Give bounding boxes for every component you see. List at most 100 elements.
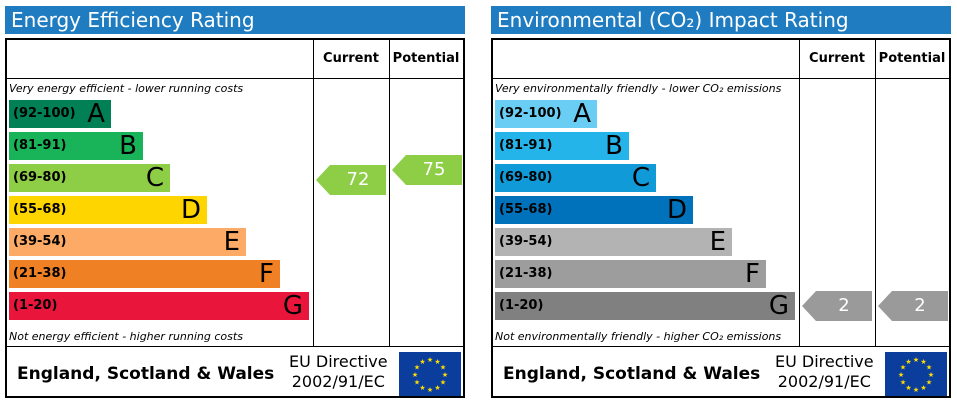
potential-rating-arrow: 2 <box>878 291 948 321</box>
potential-arrow-polygon <box>878 291 948 321</box>
eu-star: ★ <box>926 379 932 387</box>
rating-band-b: (81-91) B <box>9 132 143 160</box>
band-range: (81-91) <box>499 138 553 153</box>
rating-band-e: (39-54) E <box>9 228 246 256</box>
band-letter: B <box>605 131 623 161</box>
band-range: (21-38) <box>13 266 67 281</box>
current-arrow-shape <box>802 291 872 321</box>
band-letter: D <box>666 195 687 225</box>
current-rating-value: 72 <box>346 169 370 190</box>
band-letter: B <box>119 131 137 161</box>
rating-band-c: (69-80) C <box>495 164 656 192</box>
header-divider <box>313 78 463 79</box>
band-letter: F <box>745 259 760 289</box>
band-range: (81-91) <box>13 138 67 153</box>
energy-efficiency-panel: Energy Efficiency Rating Current Potential… <box>5 6 465 398</box>
band-letter: E <box>223 227 240 257</box>
band-range: (55-68) <box>499 202 553 217</box>
eu-star: ★ <box>926 364 932 372</box>
potential-rating-value: 2 <box>914 295 926 316</box>
eu-star: ★ <box>442 371 448 379</box>
eu-star: ★ <box>434 358 440 366</box>
band-range: (1-20) <box>499 298 544 313</box>
eu-star: ★ <box>900 379 906 387</box>
current-arrow-shape <box>316 165 386 195</box>
eu-star: ★ <box>905 358 911 366</box>
eu-star: ★ <box>920 358 926 366</box>
rating-band-e: (39-54) E <box>495 228 732 256</box>
rating-frame: Current Potential Very environmentally fri… <box>491 38 951 398</box>
column-divider <box>313 40 314 346</box>
band-range: (55-68) <box>13 202 67 217</box>
column-divider <box>875 40 876 346</box>
band-letter: C <box>631 163 650 193</box>
eu-star: ★ <box>440 364 446 372</box>
eu-directive: EU Directive 2002/91/EC <box>289 352 388 392</box>
eu-star: ★ <box>412 371 418 379</box>
rating-band-a: (92-100) A <box>495 100 597 128</box>
bottom-note: Not environmentally friendly - higher CO… <box>495 330 782 343</box>
band-range: (69-80) <box>13 170 67 185</box>
column-header-current: Current <box>323 51 379 66</box>
eu-directive-line1: EU Directive <box>775 352 874 371</box>
header-divider <box>493 78 799 79</box>
eu-star: ★ <box>419 358 425 366</box>
band-range: (39-54) <box>499 234 553 249</box>
column-divider <box>799 40 800 346</box>
rating-band-g: (1-20) G <box>9 292 309 320</box>
band-letter: A <box>573 99 591 129</box>
rating-band-d: (55-68) D <box>495 196 693 224</box>
band-range: (92-100) <box>499 106 562 121</box>
eu-flag-graphic: ★ ★★★★★★★★★★★ <box>399 352 461 396</box>
eu-star: ★ <box>414 379 420 387</box>
band-range: (92-100) <box>13 106 76 121</box>
eu-star: ★ <box>427 386 433 394</box>
rating-band-f: (21-38) F <box>495 260 766 288</box>
column-divider <box>389 40 390 346</box>
potential-arrow-shape <box>878 291 948 321</box>
potential-rating-value: 75 <box>422 159 446 180</box>
footer-region: England, Scotland & Wales <box>17 364 275 384</box>
column-header-potential: Potential <box>878 51 946 66</box>
eu-star: ★ <box>434 384 440 392</box>
band-letter: G <box>768 291 789 321</box>
potential-arrow-polygon <box>392 155 462 185</box>
rating-band-a: (92-100) A <box>9 100 111 128</box>
rating-band-b: (81-91) B <box>495 132 629 160</box>
top-note: Very energy efficient - lower running co… <box>9 82 244 95</box>
current-rating-arrow: 2 <box>802 291 872 321</box>
eu-star: ★ <box>913 356 919 364</box>
eu-directive-line1: EU Directive <box>289 352 388 371</box>
rating-band-g: (1-20) G <box>495 292 795 320</box>
eu-star: ★ <box>900 364 906 372</box>
eu-directive-line2: 2002/91/EC <box>291 372 385 391</box>
panel-title: Environmental (CO₂) Impact Rating <box>491 6 951 34</box>
eu-star: ★ <box>920 384 926 392</box>
panel-title: Energy Efficiency Rating <box>5 6 465 34</box>
band-range: (69-80) <box>499 170 553 185</box>
band-letter: G <box>282 291 303 321</box>
current-arrow-polygon <box>316 165 386 195</box>
band-range: (21-38) <box>499 266 553 281</box>
rating-band-c: (69-80) C <box>9 164 170 192</box>
current-rating-arrow: 72 <box>316 165 386 195</box>
eu-star: ★ <box>414 364 420 372</box>
environmental-impact-panel: Environmental (CO₂) Impact Rating Current… <box>491 6 951 398</box>
column-header-potential: Potential <box>392 51 460 66</box>
eu-star: ★ <box>898 371 904 379</box>
current-arrow-polygon <box>802 291 872 321</box>
potential-rating-arrow: 75 <box>392 155 462 185</box>
band-letter: D <box>180 195 201 225</box>
eu-star: ★ <box>928 371 934 379</box>
band-letter: E <box>709 227 726 257</box>
eu-star: ★ <box>913 386 919 394</box>
footer-divider <box>493 346 949 347</box>
band-letter: F <box>259 259 274 289</box>
bottom-note: Not energy efficient - higher running co… <box>9 330 243 343</box>
rating-frame: Current Potential Very energy efficient - … <box>5 38 465 398</box>
footer-region: England, Scotland & Wales <box>503 364 761 384</box>
band-letter: A <box>87 99 105 129</box>
current-rating-value: 2 <box>838 295 850 316</box>
header-divider <box>799 78 949 79</box>
header-divider <box>7 78 313 79</box>
